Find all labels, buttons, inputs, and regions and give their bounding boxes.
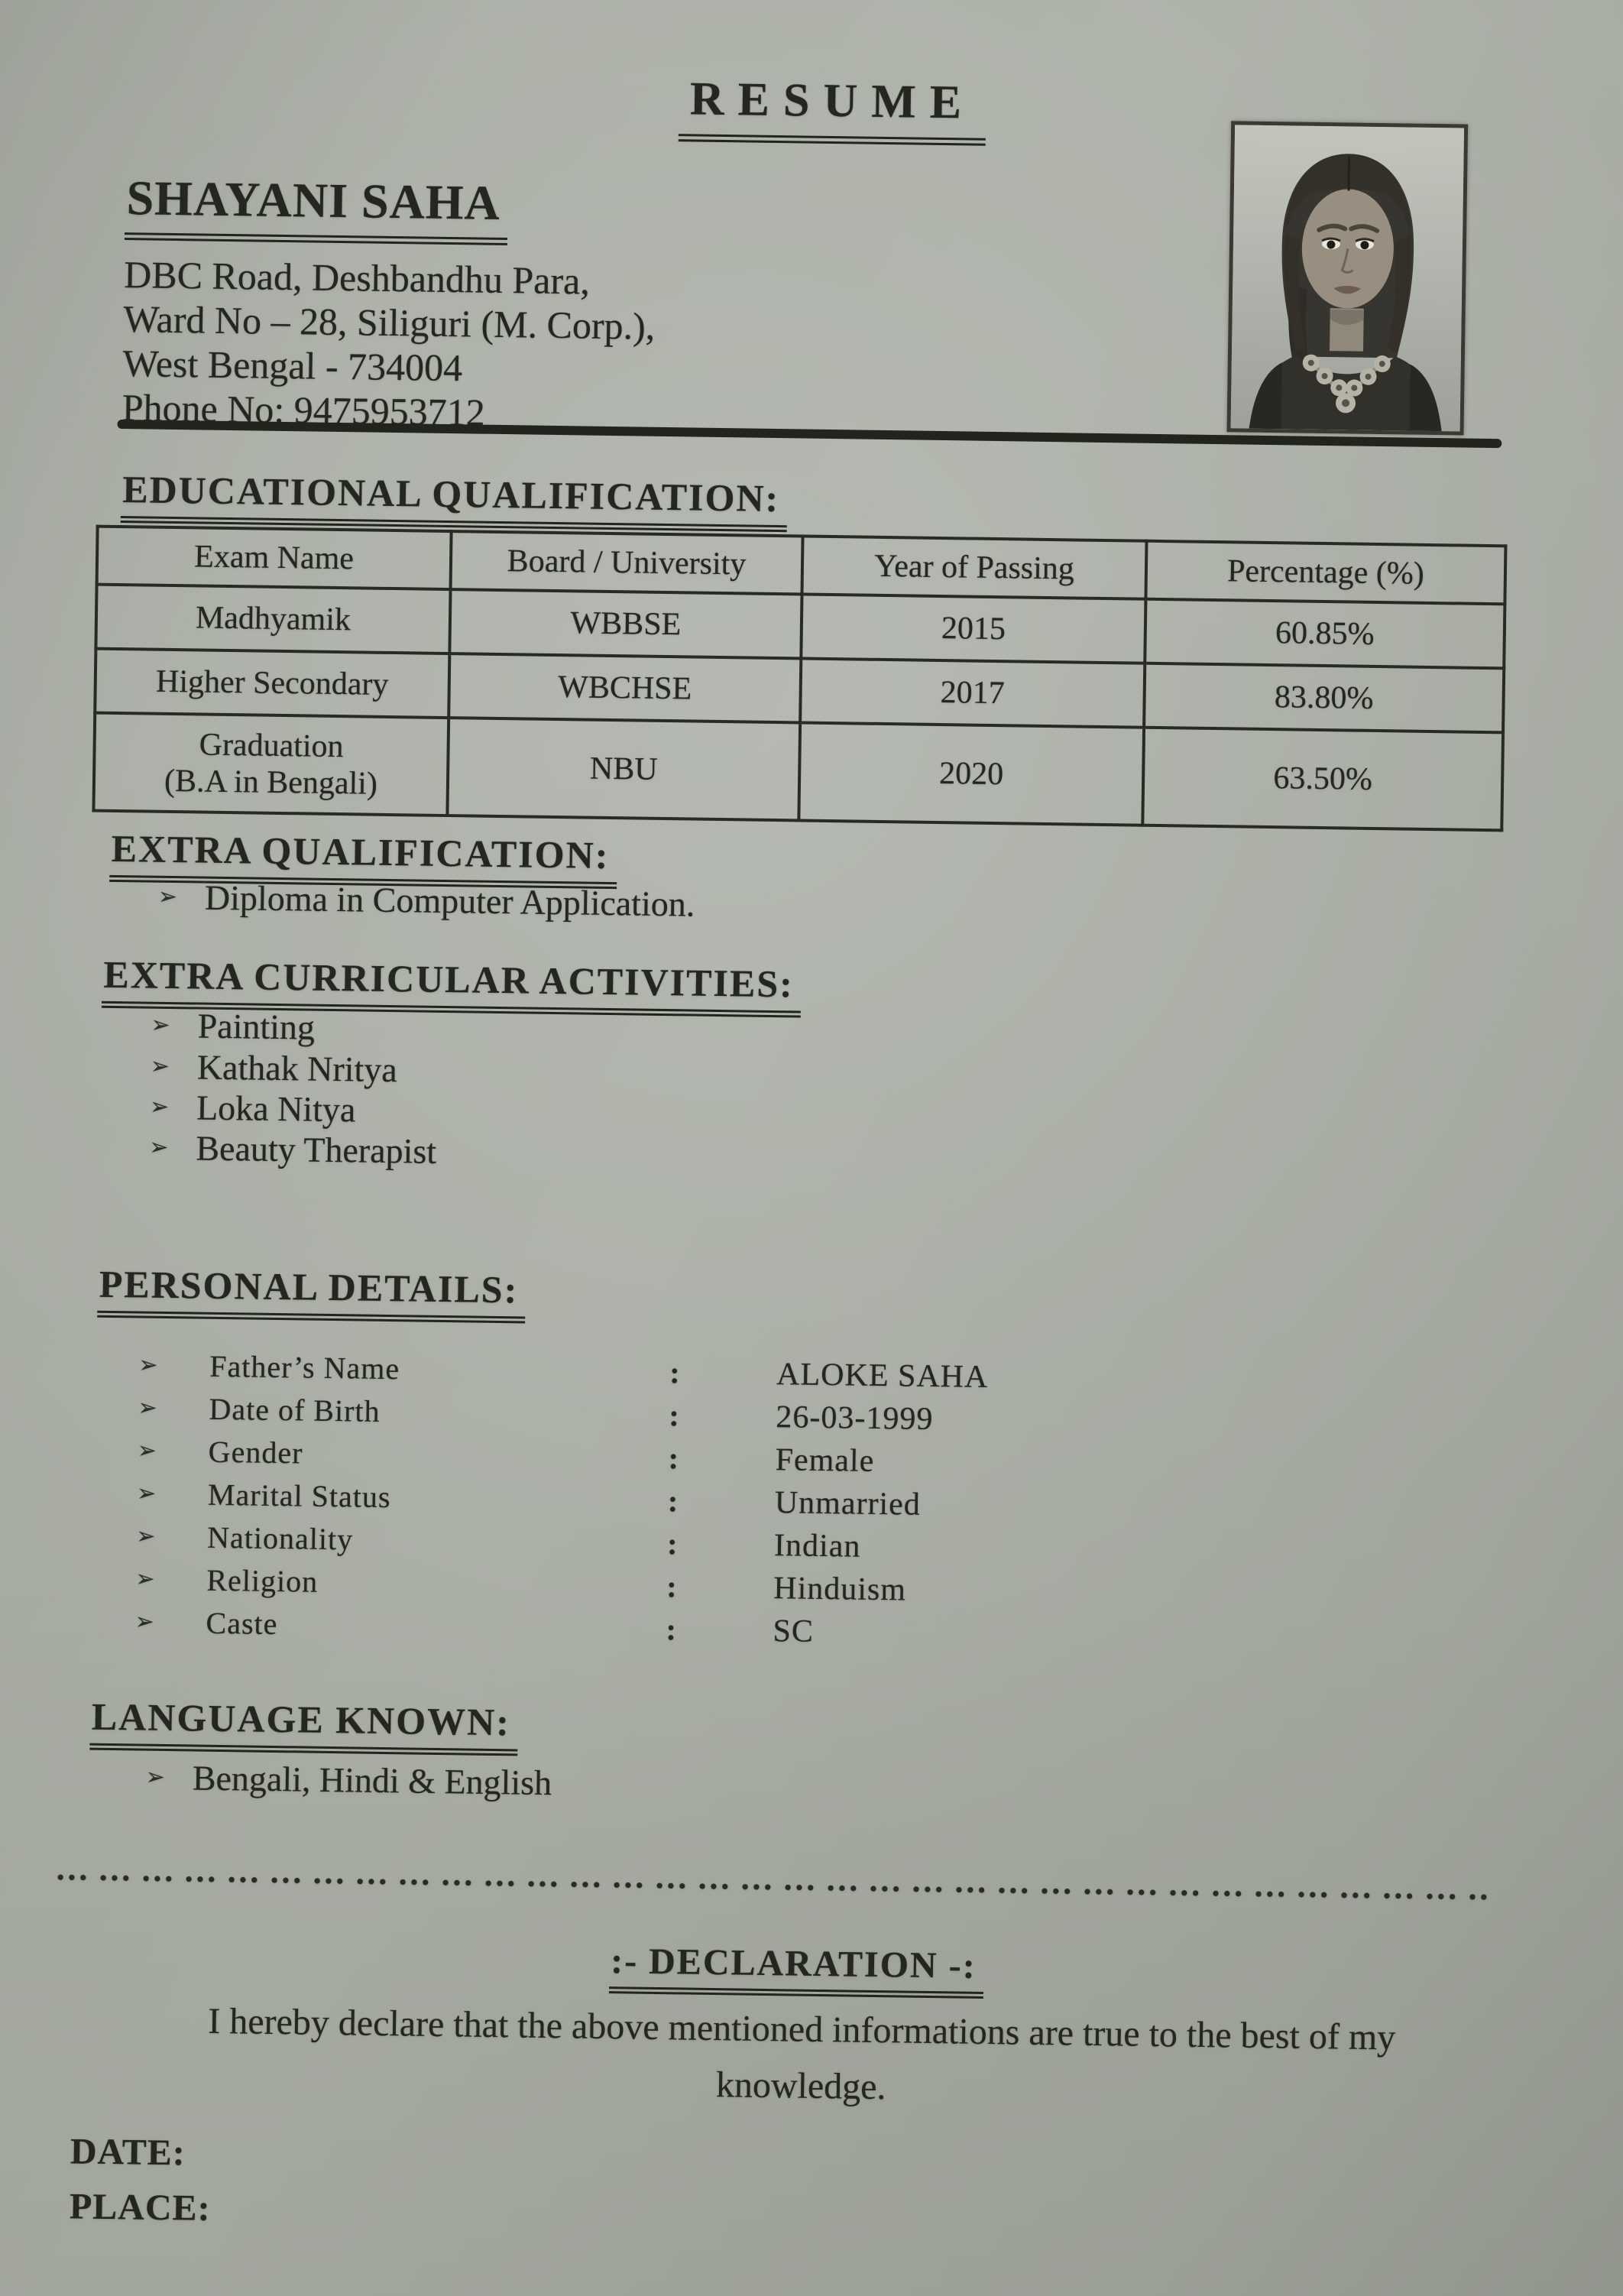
- arrow-bullet-icon: ➢: [138, 1351, 158, 1379]
- colon-separator: :: [669, 1398, 680, 1433]
- activity-item: Loka Nitya: [196, 1088, 356, 1130]
- cell-exam: Madhyamik: [96, 584, 451, 654]
- personal-label: Father’s Name: [209, 1348, 400, 1386]
- personal-value: SC: [773, 1613, 815, 1649]
- cell-year: 2015: [801, 594, 1146, 663]
- education-heading: EDUCATIONAL QUALIFICATION:: [120, 468, 788, 532]
- address-line-1: DBC Road, Deshbandhu Para,: [123, 253, 591, 303]
- cell-percentage: 83.80%: [1144, 663, 1505, 733]
- arrow-bullet-icon: ➢: [145, 1763, 166, 1791]
- arrow-bullet-icon: ➢: [136, 1480, 157, 1507]
- personal-label: Gender: [208, 1434, 303, 1471]
- portrait-illustration: [1230, 125, 1465, 432]
- personal-label: Nationality: [206, 1519, 354, 1557]
- personal-label: Religion: [206, 1562, 319, 1599]
- personal-value: Indian: [773, 1528, 861, 1565]
- arrow-bullet-icon: ➢: [151, 1011, 170, 1039]
- personal-value: ALOKE SAHA: [776, 1357, 989, 1395]
- contact-block: SHAYANI SAHA DBC Road, Deshbandhu Para, …: [121, 170, 657, 437]
- arrow-bullet-icon: ➢: [135, 1523, 156, 1550]
- place-label: PLACE:: [69, 2186, 211, 2229]
- list-item: ➢ Painting: [151, 1005, 315, 1048]
- extra-qualification-item: Diploma in Computer Application.: [204, 877, 695, 924]
- personal-details-heading: PERSONAL DETAILS:: [97, 1263, 526, 1324]
- colon-separator: :: [667, 1484, 679, 1519]
- col-percentage: Percentage (%): [1145, 540, 1506, 605]
- personal-label: Caste: [206, 1605, 278, 1642]
- cell-year: 2017: [800, 658, 1145, 728]
- arrow-bullet-icon: ➢: [137, 1437, 157, 1464]
- arrow-bullet-icon: ➢: [150, 1052, 170, 1080]
- cell-percentage: 63.50%: [1142, 727, 1504, 831]
- activity-item: Beauty Therapist: [196, 1128, 437, 1171]
- col-exam-name: Exam Name: [96, 526, 452, 590]
- colon-separator: :: [666, 1526, 678, 1561]
- colon-separator: :: [666, 1612, 677, 1647]
- arrow-bullet-icon: ➢: [134, 1608, 155, 1636]
- arrow-bullet-icon: ➢: [149, 1133, 169, 1161]
- arrow-bullet-icon: ➢: [157, 883, 178, 911]
- personal-label: Date of Birth: [209, 1391, 381, 1429]
- personal-label: Marital Status: [207, 1477, 391, 1515]
- arrow-bullet-icon: ➢: [135, 1565, 155, 1593]
- personal-value: Hinduism: [773, 1571, 907, 1608]
- address-line-2: Ward No – 28, Siliguri (M. Corp.),: [123, 297, 656, 348]
- list-item: ➢ Kathak Nritya: [150, 1046, 398, 1091]
- list-item: ➢ Bengali, Hindi & English: [145, 1757, 552, 1803]
- cell-board: WBCHSE: [449, 653, 802, 723]
- cell-percentage: 60.85%: [1145, 598, 1505, 669]
- page-title: RESUME: [679, 72, 986, 146]
- colon-separator: :: [666, 1569, 677, 1604]
- col-year-of-passing: Year of Passing: [802, 536, 1147, 599]
- language-item: Bengali, Hindi & English: [192, 1758, 552, 1803]
- list-item: ➢ Beauty Therapist: [149, 1127, 437, 1172]
- activity-item: Kathak Nritya: [196, 1047, 398, 1090]
- cell-exam: Higher Secondary: [95, 648, 450, 718]
- language-known-heading: LANGUAGE KNOWN:: [89, 1695, 519, 1756]
- colon-separator: :: [669, 1355, 680, 1390]
- applicant-name: SHAYANI SAHA: [124, 170, 509, 246]
- col-board-university: Board / University: [450, 531, 803, 595]
- cell-exam: Graduation (B.A in Bengali): [93, 712, 449, 816]
- cell-board: NBU: [447, 718, 801, 821]
- dotted-divider: ……………………………………………………………………………………………………………: [54, 1850, 1492, 1914]
- cell-board: WBBSE: [449, 589, 802, 659]
- arrow-bullet-icon: ➢: [138, 1394, 157, 1422]
- personal-value: 26-03-1999: [776, 1399, 934, 1437]
- declaration-text: I hereby declare that the above mentione…: [207, 2000, 1396, 2108]
- address-line-3: West Bengal - 734004: [122, 342, 463, 390]
- education-table: Exam Name Board / University Year of Pas…: [92, 525, 1507, 832]
- table-row: Graduation (B.A in Bengali) NBU 2020 63.…: [93, 712, 1504, 831]
- activity-item: Painting: [197, 1006, 316, 1047]
- arrow-bullet-icon: ➢: [149, 1093, 170, 1120]
- personal-value: Female: [775, 1442, 875, 1479]
- declaration-heading: :- DECLARATION -:: [608, 1941, 984, 1999]
- personal-value: Unmarried: [774, 1485, 922, 1523]
- list-item: ➢ Loka Nitya: [150, 1087, 356, 1130]
- applicant-photo: [1226, 121, 1469, 436]
- cell-year: 2020: [799, 722, 1145, 825]
- date-label: DATE:: [70, 2131, 186, 2174]
- colon-separator: :: [668, 1441, 679, 1476]
- list-item: ➢ Diploma in Computer Application.: [158, 877, 695, 925]
